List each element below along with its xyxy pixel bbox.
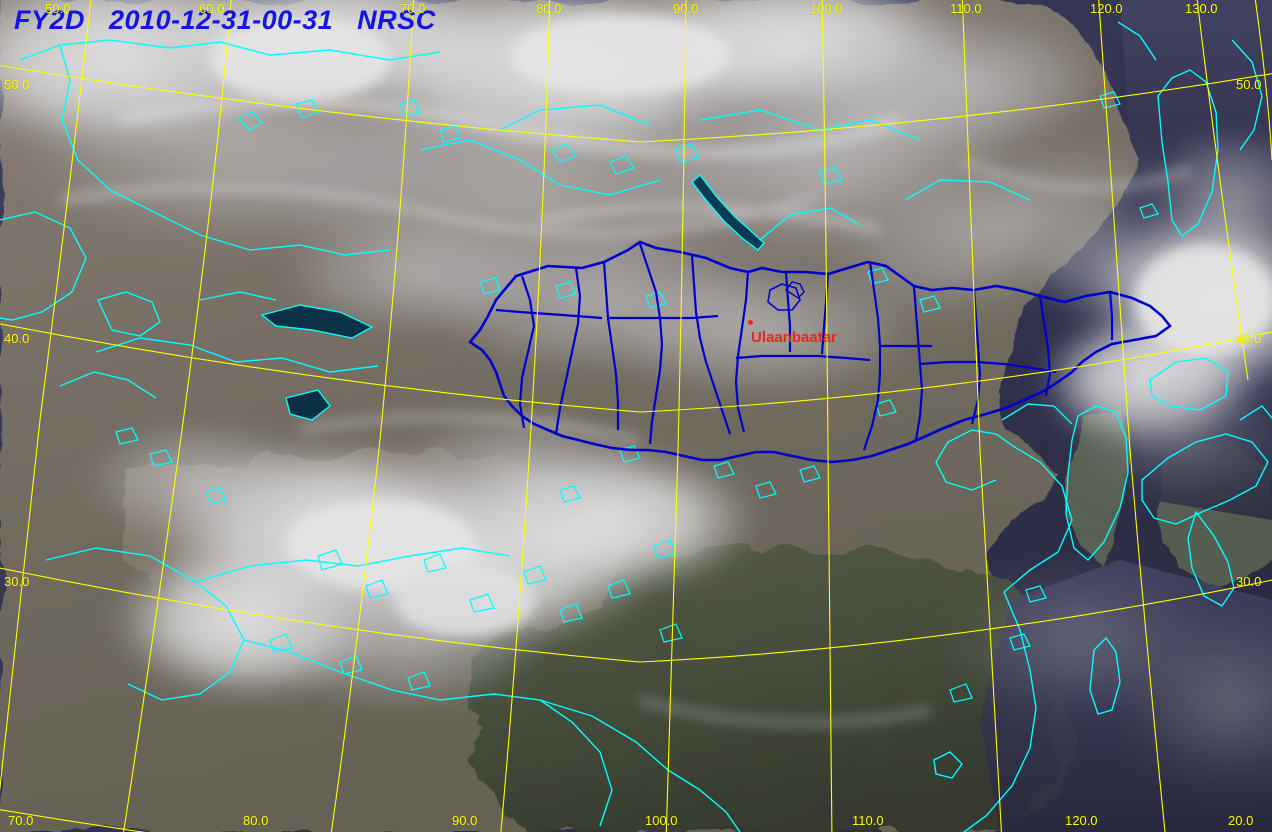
graticule-label-top-3: 80.0 xyxy=(536,1,562,16)
graticule-label-left-2: 30.0 xyxy=(4,574,30,589)
graticule-label-top-7: 120.0 xyxy=(1090,1,1123,16)
meridian-140 xyxy=(1254,0,1272,161)
graticule-label-top-0: 50.0 xyxy=(45,1,71,16)
parallel-50 xyxy=(0,65,1272,143)
lake-baikal xyxy=(691,173,765,251)
graticule-label-right-1: 40.0 xyxy=(1236,331,1262,346)
graticule-label-bottom-5: 120.0 xyxy=(1065,813,1098,828)
graticule-label-right-0: 50.0 xyxy=(1236,77,1262,92)
coastline-layer xyxy=(0,21,1272,832)
graticule-label-bottom-6: 20.0 xyxy=(1228,813,1254,828)
graticule-label-top-2: 70.0 xyxy=(400,1,426,16)
mongolia-national-border xyxy=(468,240,1172,464)
graticule-label-top-8: 130.0 xyxy=(1185,1,1218,16)
meridian-100 xyxy=(821,0,833,832)
graticule-label-left-1: 40.0 xyxy=(4,331,30,346)
mongolia-boundary-layer xyxy=(468,240,1172,464)
meridian-120 xyxy=(1098,0,1166,832)
meridian-80 xyxy=(500,0,551,832)
meridian-130 xyxy=(1196,0,1249,381)
meridian-60 xyxy=(123,0,232,832)
graticule-label-bottom-2: 90.0 xyxy=(452,813,478,828)
graticule-label-bottom-4: 110.0 xyxy=(852,813,884,828)
parallel-20 xyxy=(0,809,147,832)
graticule-label-top-6: 110.0 xyxy=(950,1,982,16)
parallel-40 xyxy=(0,323,1272,413)
graticule-label-top-5: 100.0 xyxy=(810,1,843,16)
meridian-90 xyxy=(665,0,687,832)
image-title: FY2D 2010-12-31-00-31 NRSC xyxy=(14,5,436,35)
city-label-ulaanbaatar: Ulaanbaatar xyxy=(751,329,837,346)
meridian-70 xyxy=(330,0,415,832)
parallel-30 xyxy=(0,567,1272,663)
city-marker-dot xyxy=(748,320,753,325)
graticule-label-bottom-3: 100.0 xyxy=(645,813,678,828)
meridian-50 xyxy=(0,0,92,792)
graticule-label-right-2: 30.0 xyxy=(1236,574,1262,589)
meridian-110 xyxy=(961,0,1002,832)
graticule-label-bottom-0: 70.0 xyxy=(8,813,34,828)
graticule-label-top-1: 60.0 xyxy=(199,1,225,16)
graticule-label-bottom-1: 80.0 xyxy=(243,813,269,828)
graticule-label-top-4: 90.0 xyxy=(673,1,699,16)
graticule-label-left-0: 50.0 xyxy=(4,77,30,92)
